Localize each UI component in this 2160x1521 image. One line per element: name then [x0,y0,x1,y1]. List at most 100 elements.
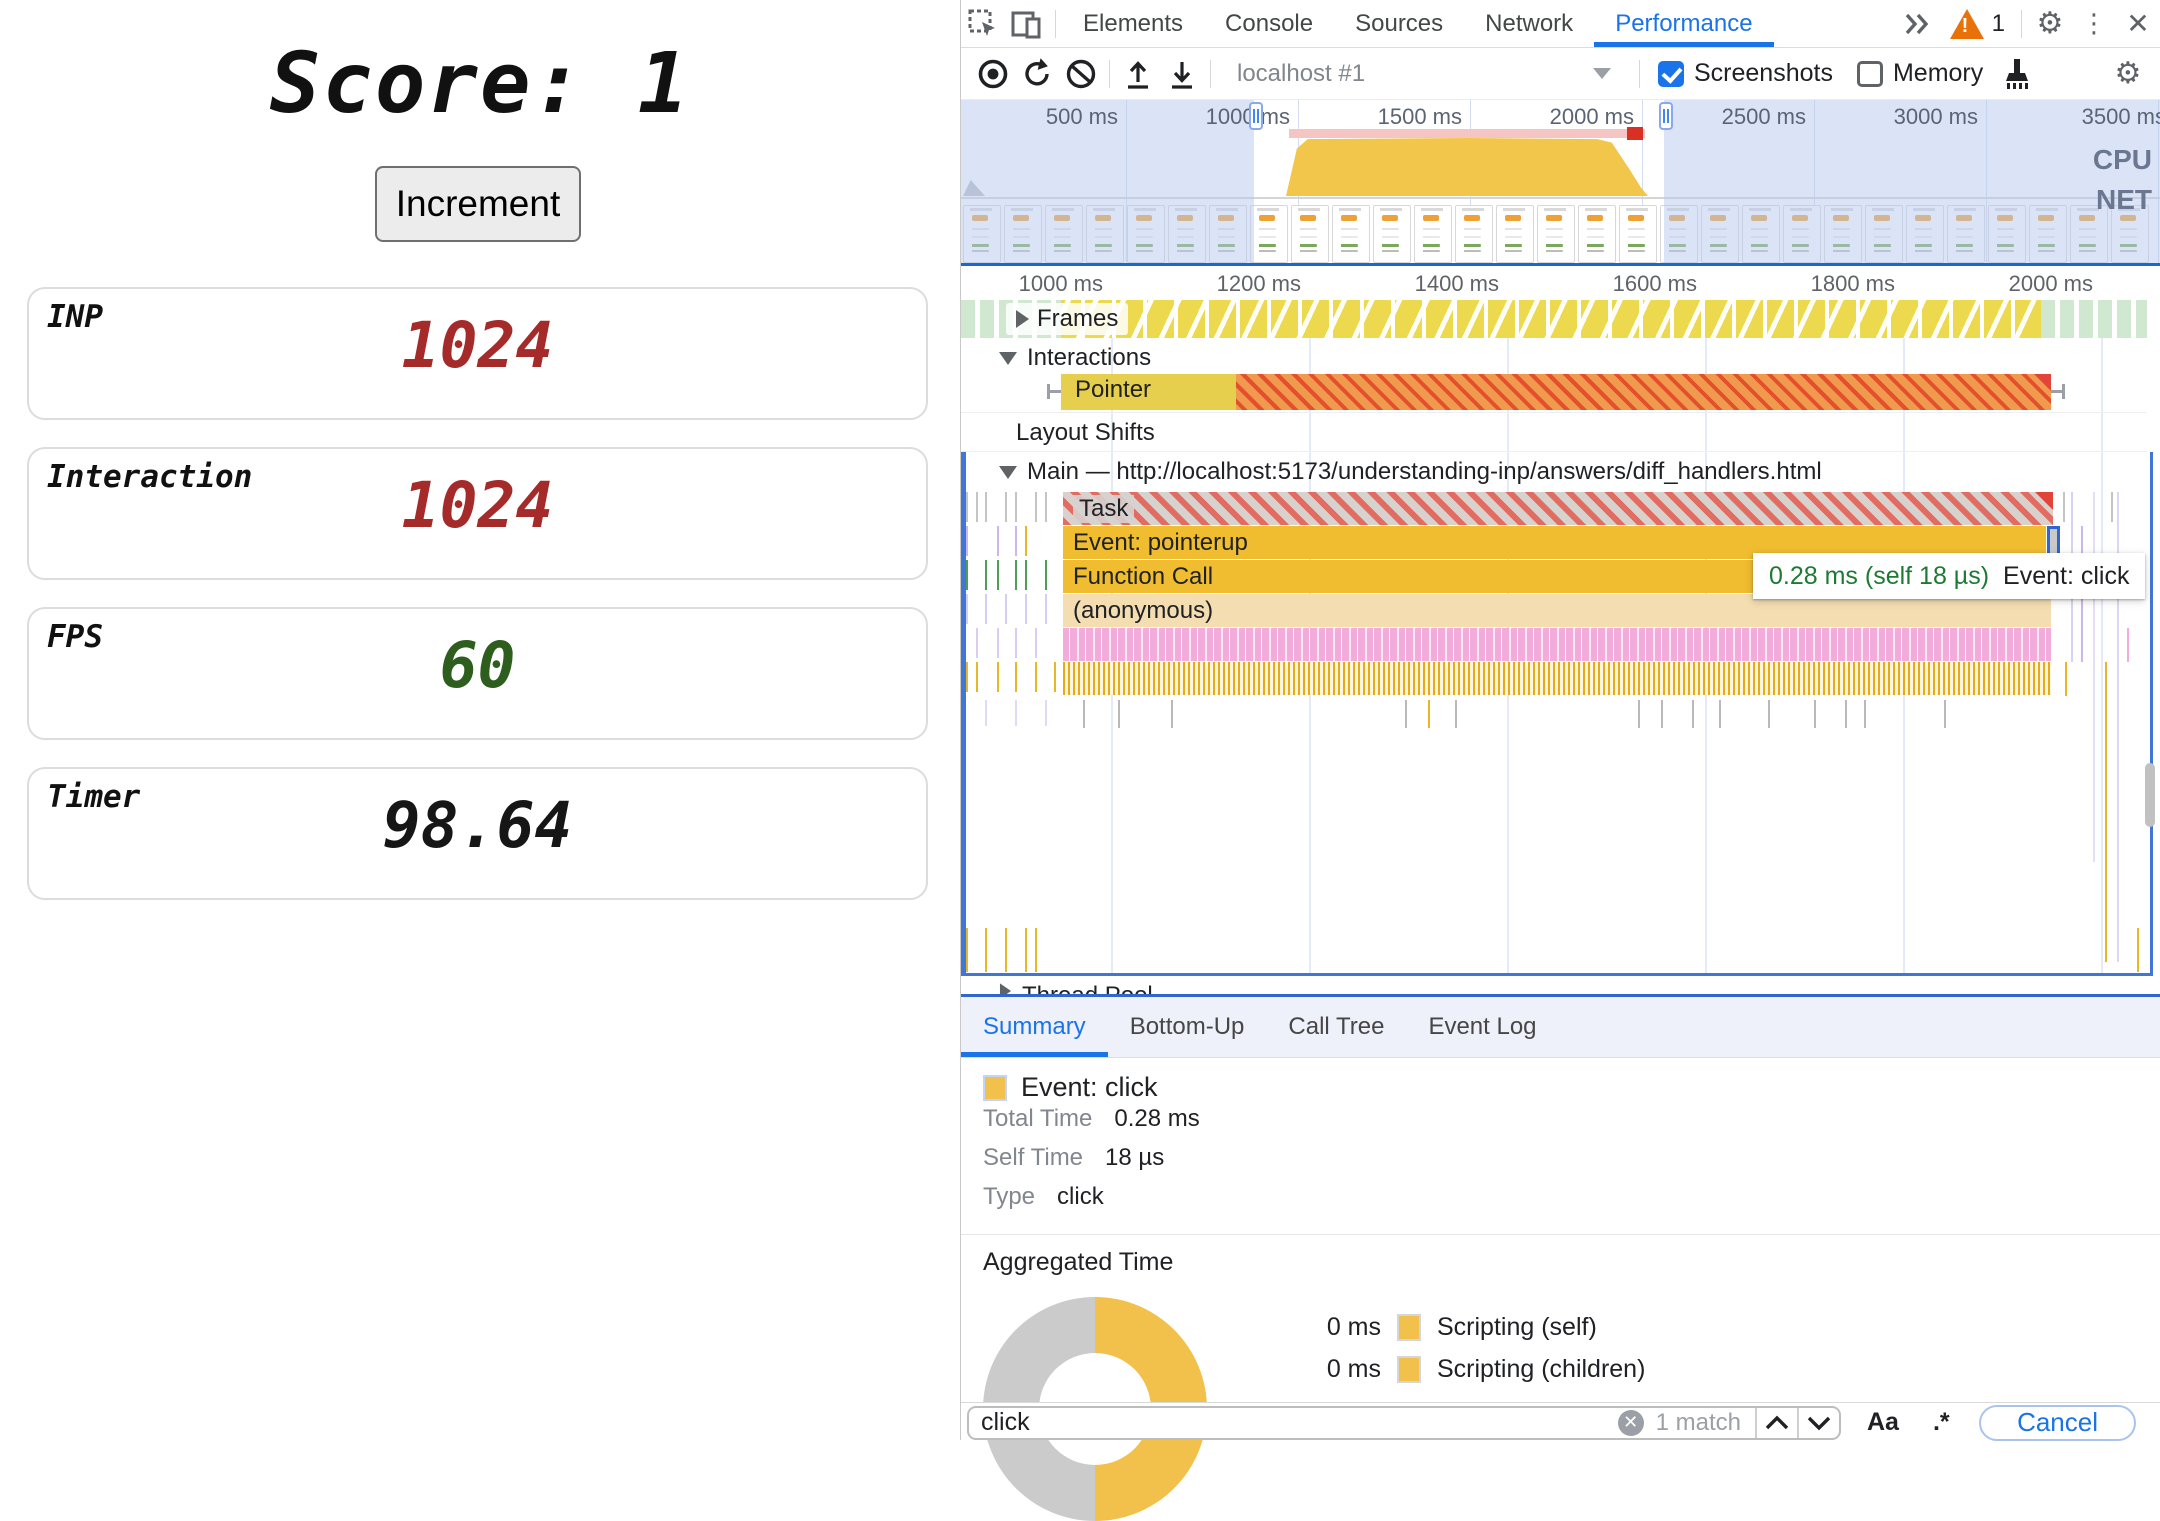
ruler-tick: 1600 ms [1612,271,1697,296]
memory-label: Memory [1892,59,1984,87]
event-tick [976,628,978,658]
overview-tick: 3500 ms [2081,104,2160,129]
load-profile-icon[interactable] [1116,52,1160,96]
event-tick [1719,700,1721,728]
flame-micro-events-row[interactable] [1063,628,2051,661]
ruler-tick: 1000 ms [1018,271,1103,296]
summary-pane: Summary Bottom-Up Call Tree Event Log Ev… [961,997,2160,1521]
screenshot-thumbnail[interactable] [1537,205,1575,263]
timer-label: Timer [47,779,141,815]
vertical-scrollbar[interactable] [2145,763,2155,827]
tab-console[interactable]: Console [1225,9,1314,37]
target-select[interactable]: localhost #1 [1225,60,1625,88]
summary-event-title: Event: click [983,1072,1158,1103]
thread-pool-label: Thread Pool [1022,982,1153,996]
screenshot-thumbnail[interactable] [1332,205,1370,263]
screenshot-thumbnail[interactable] [1373,205,1411,263]
previous-match-button[interactable] [1755,1407,1797,1438]
tab-summary[interactable]: Summary [961,997,1108,1057]
selection-handle-left[interactable] [1249,102,1263,130]
event-tick [1015,628,1017,658]
next-match-button[interactable] [1797,1407,1839,1438]
main-track-label: Main — http://localhost:5173/understandi… [1027,458,1822,485]
timeline-overview[interactable]: 500 ms 1000 ms 1500 ms 2000 ms 2500 ms 3… [961,100,2160,266]
search-input-group[interactable]: click ✕ 1 match [967,1405,1841,1440]
regex-button[interactable]: .* [1932,1408,1950,1436]
screenshot-thumbnail[interactable] [1291,205,1329,263]
frames-track[interactable] [961,300,2147,338]
more-tabs-icon[interactable] [1896,1,1940,47]
save-profile-icon[interactable] [1160,52,1204,96]
screenshot-thumbnail[interactable] [1250,205,1288,263]
screenshot-thumbnail[interactable] [1619,205,1657,263]
capture-settings-icon[interactable]: ⚙ [2114,55,2142,91]
event-tick [2127,628,2129,662]
inspect-element-icon[interactable] [961,1,1005,47]
cancel-button[interactable]: Cancel [1979,1404,2136,1441]
flame-chart-area[interactable]: Frames Interactions Pointer Layout Shift… [961,300,2160,997]
tab-performance[interactable]: Performance [1594,0,1773,47]
main-track-header[interactable]: Main — http://localhost:5173/understandi… [999,458,1822,486]
search-input[interactable]: click [981,1408,1030,1436]
issue-count: 1 [1991,9,2005,37]
flame-task-bar[interactable]: Task [1063,492,2053,525]
overview-tick: 1000 ms [1205,104,1290,129]
devtools-panel: Elements Console Sources Network Perform… [960,0,2160,1521]
interactions-track-header[interactable]: Interactions [999,344,1151,372]
metric-card-interaction: 1024 Interaction [27,447,928,580]
screenshot-thumbnail[interactable] [1414,205,1452,263]
search-clear-icon[interactable]: ✕ [1617,1409,1644,1436]
event-tick [985,560,987,590]
screenshot-thumbnail[interactable] [1496,205,1534,263]
long-task-marker [1627,127,1643,140]
match-case-button[interactable]: Aa [1867,1408,1899,1436]
match-count: 1 match [1655,1408,1741,1436]
row-label: Type [983,1183,1036,1210]
frames-track-header[interactable]: Frames [1006,303,1129,335]
selection-handle-right[interactable] [1659,102,1673,130]
device-toolbar-icon[interactable] [1005,1,1049,47]
tab-bottom-up[interactable]: Bottom-Up [1129,1013,1245,1040]
tab-sources[interactable]: Sources [1355,9,1444,37]
memory-checkbox[interactable]: Memory [1856,59,1984,88]
tab-network[interactable]: Network [1485,9,1574,37]
timeline-ruler: 1000 ms 1200 ms 1400 ms 1600 ms 1800 ms … [961,266,2160,300]
settings-gear-icon[interactable]: ⚙ [2036,5,2064,41]
issues-badge[interactable]: ! 1 [1949,8,2005,39]
layout-shifts-track[interactable] [961,412,2147,452]
expand-arrow-icon [999,983,1012,994]
pointer-interaction-bar[interactable] [1061,374,2051,410]
fps-value: 60 [439,628,516,702]
flame-scripting-ticks-row[interactable] [1063,662,2051,695]
tab-event-log[interactable]: Event Log [1428,1013,1537,1040]
record-icon[interactable] [971,52,1015,96]
layout-shifts-label: Layout Shifts [1016,419,1155,446]
screenshot-thumbnail[interactable] [1455,205,1493,263]
overview-tick: 500 ms [1045,104,1118,129]
interactions-label: Interactions [1027,344,1152,371]
divider [1055,9,1056,38]
clear-recording-icon[interactable] [1059,52,1103,96]
event-tick [2105,662,2107,962]
thread-pool-track-header[interactable]: Thread Pool [999,982,1153,996]
event-tooltip: 0.28 ms (self 18 µs) Event: click [1753,553,2146,599]
reload-record-icon[interactable] [1015,52,1059,96]
tab-call-tree[interactable]: Call Tree [1288,1013,1385,1040]
increment-button[interactable]: Increment [375,166,581,242]
event-tick [1944,700,1946,728]
legend-swatch [1397,1356,1421,1383]
overview-tick: 3000 ms [1893,104,1978,129]
event-tick [1045,700,1047,726]
aggregated-time-title: Aggregated Time [983,1248,1174,1276]
event-tick [1054,662,1056,692]
screenshots-checkbox[interactable]: Screenshots [1658,59,1833,88]
row-value: 0.28 ms [1114,1105,1200,1132]
tab-elements[interactable]: Elements [1083,9,1184,37]
ruler-tick: 1200 ms [1216,271,1301,296]
close-devtools-icon[interactable]: ✕ [2126,6,2150,40]
flame-anonymous-bar[interactable]: (anonymous) [1063,594,2051,627]
garbage-collect-icon[interactable] [1995,52,2039,96]
event-tick [997,662,999,692]
screenshot-thumbnail[interactable] [1578,205,1616,263]
more-options-icon[interactable]: ⋮ [2081,8,2107,39]
